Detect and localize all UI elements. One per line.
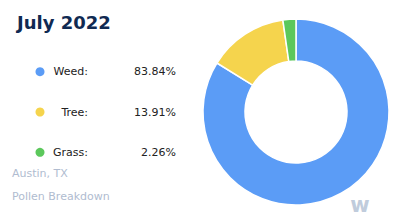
svg-text:July 2022: July 2022 xyxy=(15,12,111,33)
svg-text:w: w xyxy=(350,193,369,217)
svg-text:13.91%: 13.91% xyxy=(134,106,176,119)
svg-text:83.84%: 83.84% xyxy=(134,65,176,78)
svg-text:Weed:: Weed: xyxy=(54,65,88,78)
svg-text:Austin, TX: Austin, TX xyxy=(12,167,68,180)
svg-text:Pollen Breakdown: Pollen Breakdown xyxy=(12,190,110,203)
svg-text:Tree:: Tree: xyxy=(60,106,88,119)
svg-text:Grass:: Grass: xyxy=(53,146,88,159)
svg-text:2.26%: 2.26% xyxy=(141,146,176,159)
